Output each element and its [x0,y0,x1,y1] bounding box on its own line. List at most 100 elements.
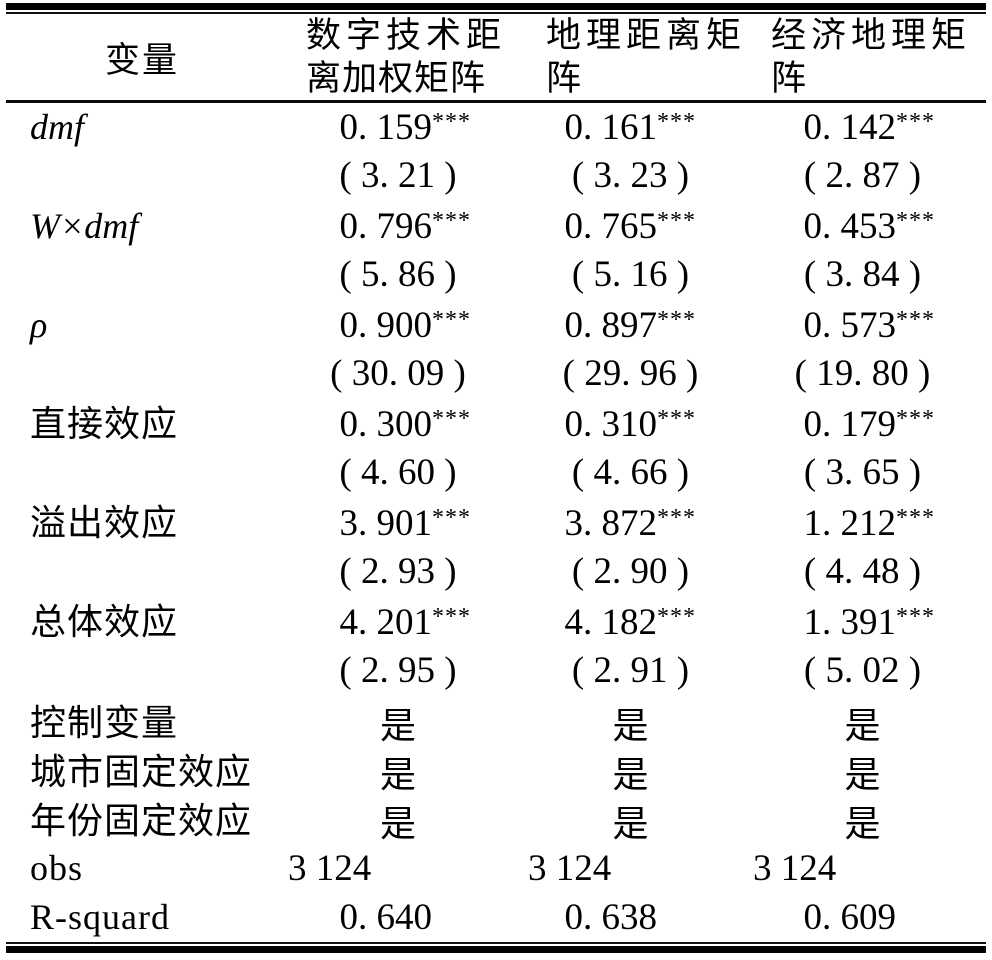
table-row-city-fe: 城市固定效应 是 是 是 [6,746,986,796]
table-row-controls: 控制变量 是 是 是 [6,697,986,747]
table-cell: 3. 901 *** ( 2. 93 ) [278,499,518,598]
table-cell: 0. 161 *** ( 3. 23 ) [518,103,743,202]
header-line: 经济地理矩 [771,16,972,55]
significance-stars: *** [657,604,696,630]
table-cell: 0. 765 *** ( 5. 16 ) [518,202,743,301]
significance-stars: *** [896,505,935,531]
t-value: ( 2. 93 ) [339,550,457,592]
row-label: R-squard [30,897,170,937]
yes-cell: 是 [612,804,649,844]
coef-value: 0. 179 [803,404,897,445]
coef-value: 0. 900 [339,305,433,346]
coef-value: 0. 161 [564,107,658,148]
row-label-cell: dmf [6,103,278,202]
row-label-cell: W×dmf [6,202,278,301]
significance-stars: *** [657,208,696,234]
yes-cell: 是 [379,804,416,844]
header-line: 阵 [771,59,808,98]
table-row-obs: obs 3 124 3 124 3 124 [6,844,986,893]
table-cell: 0. 638 [518,894,743,941]
table-cell: 0. 142 *** ( 2. 87 ) [743,103,982,202]
table-cell: 0. 573 *** ( 19. 80 ) [743,301,982,400]
obs-value: 3 124 [528,848,612,889]
table-top-rule-thin [6,12,986,14]
significance-stars: *** [432,109,471,135]
coef-value: 4. 182 [564,602,658,643]
table-row-dmf: dmf 0. 159 *** ( 3. 21 ) 0. 161 *** ( 3. 2… [6,103,986,202]
t-value: ( 2. 87 ) [803,154,922,196]
table-row-total-effect: 总体效应 4. 201 *** ( 2. 95 ) 4. 182 *** ( 2. … [6,598,986,697]
coef-value: 0. 300 [339,404,433,445]
header-line: 数字技术距 [306,16,507,55]
row-label-cell: 直接效应 [6,400,278,499]
significance-stars: *** [432,406,471,432]
table-cell: 3. 872 *** ( 2. 90 ) [518,499,743,598]
table-header-row: 变量 数字技术距 离加权矩阵 地理距离矩 阵 经济地理矩 阵 [6,14,986,100]
table-cell: 0. 179 *** ( 3. 65 ) [743,400,982,499]
table-cell: 0. 453 *** ( 3. 84 ) [743,202,982,301]
significance-stars: *** [432,505,471,531]
t-value: ( 5. 16 ) [571,253,690,295]
header-line: 阵 [546,59,583,98]
t-value: ( 3. 84 ) [803,253,922,295]
table-cell: 0. 900 *** ( 30. 09 ) [278,301,518,400]
table-row-year-fe: 年份固定效应 是 是 是 [6,795,986,845]
yes-cell: 是 [844,706,881,746]
table-row-spillover-effect: 溢出效应 3. 901 *** ( 2. 93 ) 3. 872 *** ( 2. … [6,499,986,598]
significance-stars: *** [896,109,935,135]
coef-value: 4. 201 [339,602,433,643]
row-label-cell: 溢出效应 [6,499,278,598]
rsq-value: 0. 609 [803,897,897,938]
significance-stars: *** [896,406,935,432]
header-col-geo-matrix: 地理距离矩 阵 [518,14,743,100]
t-value: ( 5. 02 ) [803,649,922,691]
table-cell: 4. 201 *** ( 2. 95 ) [278,598,518,697]
significance-stars: *** [432,307,471,333]
rsq-value: 0. 640 [339,897,433,938]
t-value: ( 3. 23 ) [571,154,690,196]
row-label: dmf [30,107,84,147]
t-value: ( 4. 48 ) [803,550,922,592]
significance-stars: *** [657,307,696,333]
header-line: 离加权矩阵 [306,59,487,98]
table-cell: 1. 391 *** ( 5. 02 ) [743,598,982,697]
coef-value: 0. 897 [564,305,658,346]
t-value: ( 5. 86 ) [339,253,457,295]
row-label: ρ [30,305,48,345]
table-cell: 0. 300 *** ( 4. 60 ) [278,400,518,499]
significance-stars: *** [896,604,935,630]
row-label-cell: 总体效应 [6,598,278,697]
header-col-econ-geo-matrix: 经济地理矩 阵 [743,14,982,100]
table-bottom-rule-thin [6,942,986,944]
coef-value: 0. 765 [564,206,658,247]
rsq-value: 0. 638 [564,897,658,938]
table-cell: 0. 640 [278,894,518,941]
coef-value: 0. 796 [339,206,433,247]
row-label: 总体效应 [30,602,179,642]
t-value: ( 2. 90 ) [571,550,690,592]
header-variable: 变量 [104,40,179,80]
significance-stars: *** [657,109,696,135]
table-cell: 4. 182 *** ( 2. 91 ) [518,598,743,697]
significance-stars: *** [657,505,696,531]
significance-stars: *** [896,208,935,234]
t-value: ( 2. 91 ) [571,649,690,691]
t-value: ( 30. 09 ) [330,352,466,394]
table-cell: 0. 310 *** ( 4. 66 ) [518,400,743,499]
table-cell: 0. 897 *** ( 29. 96 ) [518,301,743,400]
coef-value: 1. 212 [803,503,897,544]
yes-cell: 是 [612,755,649,795]
coef-value: 0. 159 [339,107,433,148]
table-header-rule [6,100,986,103]
yes-cell: 是 [844,755,881,795]
coef-value: 0. 453 [803,206,897,247]
table-cell: 1. 212 *** ( 4. 48 ) [743,499,982,598]
significance-stars: *** [896,307,935,333]
yes-cell: 是 [379,755,416,795]
significance-stars: *** [657,406,696,432]
yes-cell: 是 [844,804,881,844]
coef-value: 1. 391 [803,602,897,643]
t-value: ( 19. 80 ) [794,352,931,394]
obs-value: 3 124 [288,848,372,889]
